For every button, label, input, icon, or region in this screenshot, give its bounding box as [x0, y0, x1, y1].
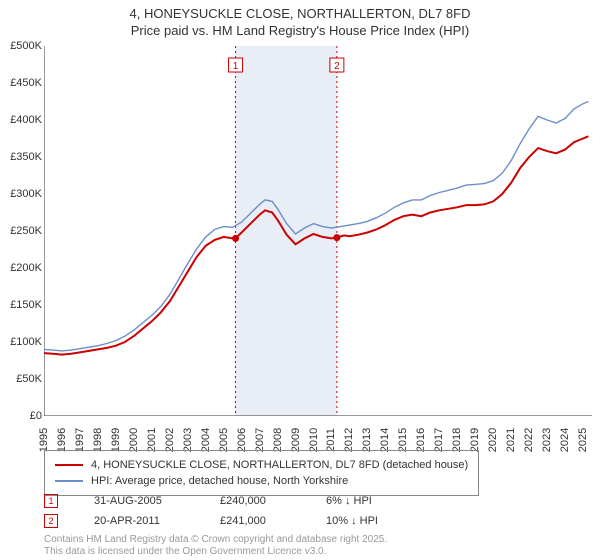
y-tick-label: £450K [10, 77, 42, 89]
sale-price-1: £240,000 [220, 495, 290, 507]
chart-svg: 12 [44, 46, 592, 416]
x-tick-label: 2022 [523, 425, 535, 455]
legend-label-hpi: HPI: Average price, detached house, Nort… [91, 475, 348, 487]
y-tick-label: £200K [10, 262, 42, 274]
sale-row-2: 2 20-APR-2011 £241,000 10% ↓ HPI [44, 514, 378, 528]
sale-marker-1: 1 [44, 494, 58, 508]
y-tick-label: £0 [30, 410, 42, 422]
legend-row-property: 4, HONEYSUCKLE CLOSE, NORTHALLERTON, DL7… [55, 457, 468, 473]
svg-text:2: 2 [334, 61, 340, 72]
y-tick-label: £100K [10, 336, 42, 348]
x-tick-label: 2021 [505, 425, 517, 455]
x-tick-label: 2024 [559, 425, 571, 455]
y-tick-label: £400K [10, 114, 42, 126]
y-tick-label: £50K [16, 373, 42, 385]
y-tick-label: £500K [10, 40, 42, 52]
chart-container: 4, HONEYSUCKLE CLOSE, NORTHALLERTON, DL7… [0, 0, 600, 560]
svg-text:1: 1 [233, 61, 239, 72]
y-tick-label: £250K [10, 225, 42, 237]
sale-row-1: 1 31-AUG-2005 £240,000 6% ↓ HPI [44, 494, 372, 508]
legend-swatch-hpi [55, 480, 83, 481]
chart-plot-area: 12 [44, 46, 592, 416]
y-tick-label: £350K [10, 151, 42, 163]
sale-price-2: £241,000 [220, 515, 290, 527]
y-tick-label: £150K [10, 299, 42, 311]
footer-credit: Contains HM Land Registry data © Crown c… [44, 534, 387, 558]
footer-line-2: This data is licensed under the Open Gov… [44, 546, 387, 558]
legend-row-hpi: HPI: Average price, detached house, Nort… [55, 473, 468, 489]
sale-marker-2: 2 [44, 514, 58, 528]
title-line-2: Price paid vs. HM Land Registry's House … [0, 21, 600, 38]
legend-swatch-property [55, 464, 83, 466]
legend: 4, HONEYSUCKLE CLOSE, NORTHALLERTON, DL7… [44, 450, 479, 496]
x-tick-label: 2025 [577, 425, 589, 455]
x-tick-label: 2023 [541, 425, 553, 455]
x-tick-label: 2020 [487, 425, 499, 455]
sale-diff-1: 6% ↓ HPI [326, 495, 372, 507]
y-tick-label: £300K [10, 188, 42, 200]
legend-label-property: 4, HONEYSUCKLE CLOSE, NORTHALLERTON, DL7… [91, 459, 468, 471]
sale-date-1: 31-AUG-2005 [94, 495, 184, 507]
title-line-1: 4, HONEYSUCKLE CLOSE, NORTHALLERTON, DL7… [0, 0, 600, 21]
sale-date-2: 20-APR-2011 [94, 515, 184, 527]
footer-line-1: Contains HM Land Registry data © Crown c… [44, 534, 387, 546]
sale-diff-2: 10% ↓ HPI [326, 515, 378, 527]
